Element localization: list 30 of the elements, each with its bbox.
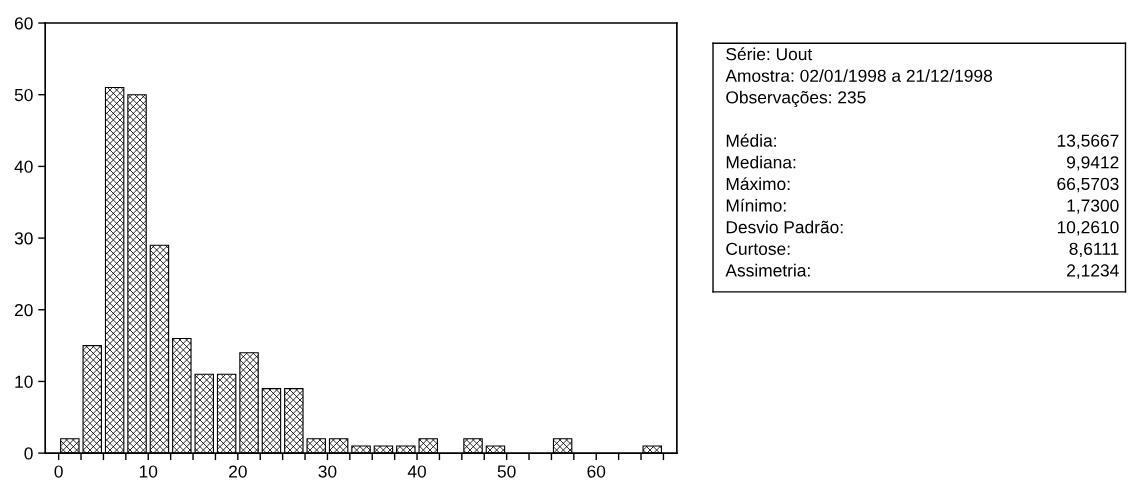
x-tick-label: 60 [587, 465, 606, 478]
y-tick-label: 30 [14, 232, 33, 245]
y-tick-label: 50 [14, 88, 33, 102]
text: Curtose: [726, 242, 790, 255]
y-tick-label: 10 [15, 375, 33, 388]
text: Média: [726, 133, 776, 147]
x-tick-label: 0 [54, 465, 63, 478]
y-tick-label: 40 [14, 160, 33, 173]
text: 2,1234 [1067, 264, 1119, 279]
y-tick-label: 20 [14, 303, 33, 317]
text: Desvio Padrão: [726, 220, 843, 234]
text: Série: Uout [726, 47, 813, 61]
y-tick-label: 60 [14, 17, 33, 30]
text: 13,5667 [1057, 134, 1119, 149]
text: Assimetria: [725, 263, 810, 277]
x-tick-label: 30 [318, 465, 337, 478]
text: 8,6111 [1069, 242, 1119, 258]
y-tick-label: 0 [24, 447, 33, 460]
text: 66,5703 [1057, 177, 1119, 193]
text: Mínimo: [726, 198, 786, 212]
x-tick-label: 50 [497, 465, 516, 478]
x-tick-label: 40 [407, 465, 427, 478]
text: Amostra: 02/01/1998 a 21/12/1998 Observações: 235 [725, 69, 993, 108]
text: 1,7300 [1067, 199, 1119, 214]
text: 10,2610 [1057, 221, 1119, 236]
x-tick-label: 20 [229, 465, 247, 478]
text: Máximo: [726, 177, 790, 191]
text: Mediana: [726, 155, 796, 169]
text: 9,9412 [1067, 156, 1119, 171]
x-tick-label: 10 [139, 465, 158, 478]
